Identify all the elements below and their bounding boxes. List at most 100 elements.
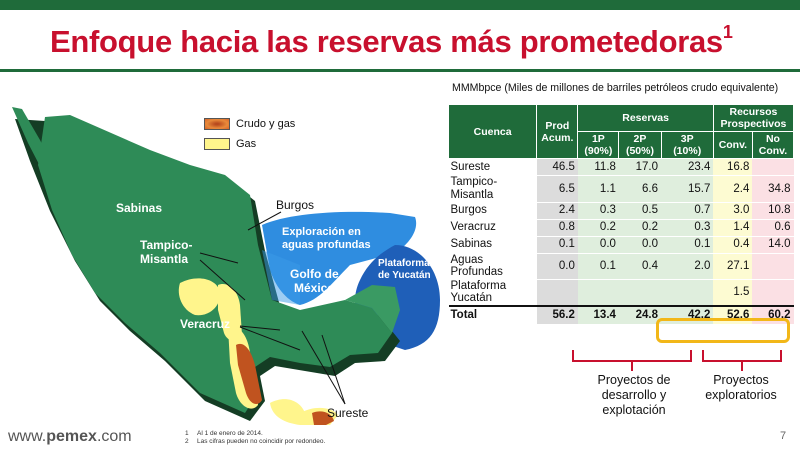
- header-prod-acum: Prod Acum.: [536, 103, 579, 160]
- cell-name: Sabinas: [448, 236, 537, 254]
- gas-swatch: [204, 138, 230, 150]
- map-pointer-lines: [199, 211, 346, 405]
- cell-p3: 23.4: [661, 158, 714, 177]
- cell-noconv: 14.0: [752, 236, 794, 254]
- header-3p: 3P (10%): [660, 131, 714, 160]
- label-sureste: Sureste: [327, 406, 369, 420]
- cell-p1: 0.2: [577, 219, 619, 237]
- label-sabinas: Sabinas: [116, 201, 163, 215]
- cell-p2: 0.5: [618, 202, 662, 220]
- cell-name: Veracruz: [448, 219, 537, 237]
- cell-prod: [536, 279, 578, 307]
- header-noconv: No Conv.: [751, 131, 795, 160]
- legend-label-gas: Gas: [236, 138, 257, 150]
- cell-p2: 24.8: [618, 305, 662, 325]
- table-row: Aguas Profundas 0.0 0.1 0.4 2.0 27.1: [448, 253, 794, 280]
- legend-label-crudo: Crudo y gas: [236, 118, 296, 130]
- gas-basin-burgos: [218, 284, 242, 341]
- mainland: [38, 115, 392, 413]
- footnote-2: 2 Las cifras pueden no coincidir por redo…: [185, 438, 325, 446]
- url-suffix: .com: [96, 428, 132, 445]
- cell-p2: 0.4: [618, 253, 662, 280]
- crudo-swatch: [204, 118, 230, 130]
- cell-p1: 0.1: [577, 253, 619, 280]
- yucatan-peninsula: [345, 285, 400, 333]
- cell-name: Burgos: [448, 202, 537, 220]
- footnote-2-number: 2: [185, 438, 189, 446]
- table-row: Tampico- Misantla 6.5 1.1 6.6 15.7 2.4 34.8: [448, 175, 794, 203]
- cell-prod: 2.4: [536, 202, 578, 220]
- header-1p: 1P (90%): [577, 131, 620, 160]
- label-proyectos-desarrollo: Proyectos de desarrollo y explotación: [597, 373, 671, 417]
- header-conv: Conv.: [712, 131, 753, 160]
- label-veracruz: Veracruz: [180, 317, 231, 331]
- deepwater-band: [262, 250, 300, 305]
- cell-p2: 6.6: [618, 175, 662, 203]
- title-divider: [0, 69, 800, 72]
- footnote-2-text: Las cifras pueden no coincidir por redon…: [197, 438, 326, 446]
- cell-conv: 1.5: [713, 279, 753, 307]
- totals-highlight-box: [656, 318, 790, 343]
- label-tampico-misantla: Tampico- Misantla: [140, 238, 193, 266]
- table-row: Plataforma Yucatán 1.5: [448, 279, 794, 307]
- header-2p: 2P (50%): [618, 131, 662, 160]
- bracket-exploratorios-tick: [741, 361, 743, 371]
- cell-conv: 0.4: [713, 236, 753, 254]
- table-body: Sureste 46.5 11.8 17.0 23.4 16.8 Tampico- Misa…: [448, 158, 794, 325]
- cell-p3: 0.7: [661, 202, 714, 220]
- cell-p1: 13.4: [577, 305, 619, 325]
- cell-p1: 1.1: [577, 175, 619, 203]
- cell-prod: 6.5: [536, 175, 578, 203]
- cell-p3: 15.7: [661, 175, 714, 203]
- cell-prod: 0.8: [536, 219, 578, 237]
- cell-p2: 0.0: [618, 236, 662, 254]
- table-row: Sureste 46.5 11.8 17.0 23.4 16.8: [448, 158, 794, 177]
- cell-p2: 0.2: [618, 219, 662, 237]
- oil-basin-sureste: [312, 411, 334, 425]
- cell-noconv: [752, 279, 794, 307]
- cell-p2: [618, 279, 662, 307]
- header-cuenca: Cuenca: [447, 103, 538, 160]
- label-proyectos-exploratorios: Proyectos exploratorios: [705, 373, 777, 402]
- page-number: 7: [780, 430, 787, 442]
- cell-noconv: 34.8: [752, 175, 794, 203]
- table-row: Sabinas 0.1 0.0 0.0 0.1 0.4 14.0: [448, 236, 794, 254]
- cell-noconv: 0.6: [752, 219, 794, 237]
- label-plataforma-yucatan: Plataforma de Yucatán: [378, 258, 431, 281]
- footnote-1-number: 1: [185, 430, 189, 437]
- oil-basin-tampico: [236, 343, 262, 405]
- slide-title: Enfoque hacia las reservas más prometedo…: [50, 22, 733, 60]
- cell-name: Sureste: [448, 158, 537, 177]
- unit-note: MMMbpce (Miles de millones de barriles p…: [452, 82, 779, 94]
- footnote-1: 1 Al 1 de enero de 2014.: [185, 430, 325, 438]
- cell-conv: 1.4: [713, 219, 753, 237]
- table-row: Burgos 2.4 0.3 0.5 0.7 3.0 10.8: [448, 202, 794, 220]
- cell-p3: [661, 279, 714, 307]
- cell-p3: 0.1: [661, 236, 714, 254]
- map-legend: Crudo y gas Gas: [204, 115, 295, 155]
- cell-p1: 0.0: [577, 236, 619, 254]
- cell-name: Plataforma Yucatán: [448, 279, 537, 307]
- cell-p2: 17.0: [618, 158, 662, 177]
- gulf-light-area: [262, 211, 417, 305]
- footer-website[interactable]: www.pemex.com: [8, 428, 132, 446]
- cell-p3: 2.0: [661, 253, 714, 280]
- cell-conv: 2.4: [713, 175, 753, 203]
- cell-conv: 27.1: [713, 253, 753, 280]
- gas-basin-sabinas: [178, 278, 221, 316]
- title-footnote-mark: 1: [722, 22, 733, 42]
- top-brand-bar: [0, 0, 800, 10]
- cell-name: Total: [448, 305, 537, 325]
- bracket-desarrollo-tick: [631, 361, 633, 371]
- cell-noconv: [752, 158, 794, 177]
- cell-prod: 56.2: [536, 305, 578, 325]
- cell-noconv: 10.8: [752, 202, 794, 220]
- mexico-basins-map: Sabinas Burgos Tampico- Misantla Explora…: [0, 95, 452, 425]
- label-golfo-mexico: Golfo de México: [290, 267, 339, 295]
- footnotes: 1 Al 1 de enero de 2014. 2 Las cifras pued…: [185, 430, 325, 447]
- cell-p1: 11.8: [577, 158, 619, 177]
- cell-p1: [577, 279, 619, 307]
- footnote-1-text: Al 1 de enero de 2014.: [197, 430, 263, 437]
- header-recursos: Recursos Prospectivos: [712, 103, 795, 133]
- url-brand: pemex: [46, 428, 97, 445]
